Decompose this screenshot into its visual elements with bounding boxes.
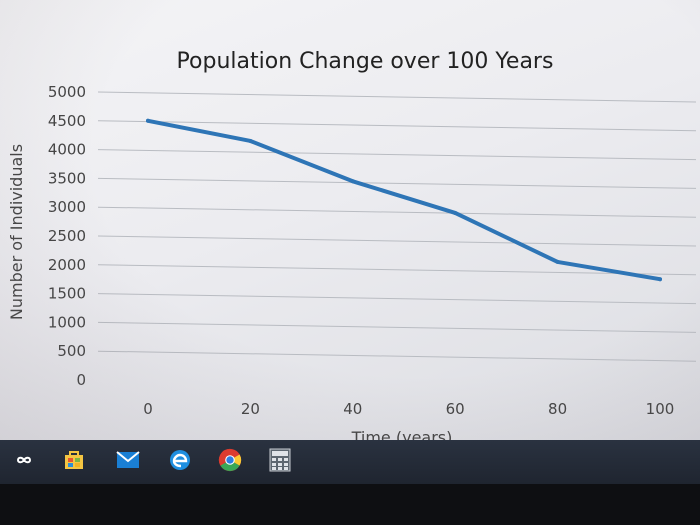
- y-tick-label-3500: 3500: [48, 169, 86, 187]
- series-lines: [146, 118, 662, 282]
- line-chart: Population Change over 100 Years Number …: [7, 49, 697, 440]
- gridline-2500: [97, 235, 697, 247]
- gridline-500: [97, 350, 697, 362]
- data-point-0-0: [146, 118, 150, 123]
- y-tick-label-4000: 4000: [48, 141, 86, 159]
- gridline-4000: [97, 149, 697, 161]
- gridline-3000: [97, 206, 697, 218]
- data-point-0-60: [453, 210, 458, 215]
- data-point-0-100: [658, 277, 662, 282]
- x-axis-label: Time (years): [351, 428, 453, 440]
- gridline-5000: [97, 91, 697, 103]
- edge-icon[interactable]: [168, 448, 192, 472]
- y-tick-label-0: 0: [76, 371, 86, 389]
- y-tick-label-4500: 4500: [48, 112, 86, 130]
- gridline-1500: [97, 293, 697, 305]
- gridline-3500: [97, 177, 697, 189]
- y-tick-labels: 0 500 1000 1500 2000 2500 3000 3500 4000 4500 5000: [48, 83, 86, 389]
- data-point-0-80: [555, 259, 560, 264]
- gridline-1000: [97, 321, 697, 333]
- y-tick-label-2000: 2000: [48, 256, 86, 274]
- x-tick-label-100: 100: [646, 400, 675, 418]
- x-tick-label-80: 80: [548, 400, 567, 418]
- y-tick-label-1500: 1500: [48, 285, 86, 303]
- y-tick-label-500: 500: [57, 342, 86, 360]
- chrome-icon[interactable]: [218, 448, 242, 472]
- gridline-2000: [97, 264, 697, 276]
- series-line-0: [146, 118, 662, 282]
- chart-screen: [0, 0, 700, 440]
- y-axis-label: Number of Individuals: [7, 144, 26, 320]
- x-tick-label-60: 60: [446, 400, 465, 418]
- taskbar: [0, 440, 700, 484]
- y-tick-label-1000: 1000: [48, 313, 86, 331]
- gridlines: [97, 91, 697, 362]
- x-tick-label-20: 20: [241, 400, 260, 418]
- x-tick-labels: 0 20 40 60 80 100: [143, 400, 674, 418]
- y-tick-label-2500: 2500: [48, 227, 86, 245]
- chart-title: Population Change over 100 Years: [177, 49, 554, 74]
- data-point-0-40: [350, 179, 355, 184]
- task-view-icon[interactable]: [14, 448, 38, 472]
- gridline-4500: [97, 120, 697, 132]
- store-icon[interactable]: [62, 448, 86, 472]
- x-tick-label-40: 40: [343, 400, 362, 418]
- monitor-bezel: [0, 484, 700, 525]
- data-point-0-20: [248, 138, 253, 143]
- y-tick-label-3000: 3000: [48, 198, 86, 216]
- x-tick-label-0: 0: [143, 400, 153, 418]
- calculator-icon[interactable]: [268, 448, 292, 472]
- y-tick-label-5000: 5000: [48, 83, 86, 101]
- mail-icon[interactable]: [116, 448, 140, 472]
